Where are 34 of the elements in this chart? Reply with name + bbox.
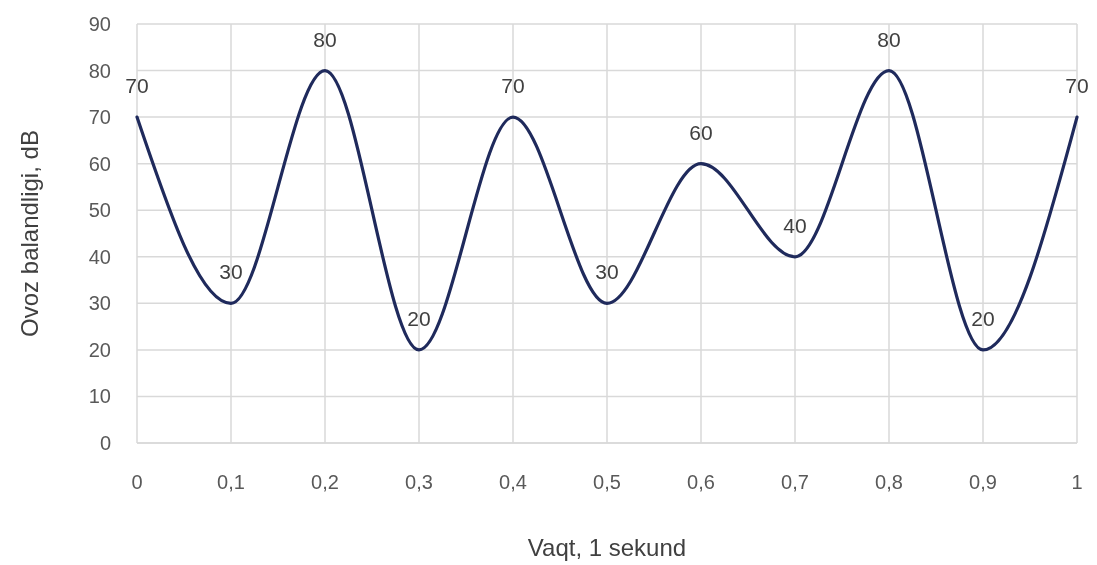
x-tick-label: 0,3 (405, 471, 433, 493)
data-label: 80 (313, 27, 337, 51)
data-label: 20 (407, 306, 431, 330)
data-label: 20 (971, 306, 995, 330)
y-tick-label: 20 (88, 338, 111, 361)
y-axis-title: Ovoz balandligi, dB (16, 130, 43, 337)
y-tick-label: 80 (88, 59, 111, 82)
y-tick-label: 50 (88, 199, 111, 222)
data-label: 70 (125, 74, 149, 98)
x-tick-label: 0,9 (969, 471, 997, 493)
x-tick-label: 0,5 (593, 471, 621, 493)
y-tick-label: 10 (88, 385, 111, 408)
x-tick-label: 1 (1071, 471, 1083, 493)
y-tick-label: 60 (88, 152, 111, 175)
x-axis-title: Vaqt, 1 sekund (527, 534, 687, 561)
x-tick-label: 0,4 (499, 471, 527, 493)
x-tick-label: 0,6 (687, 471, 715, 493)
data-label: 40 (783, 213, 807, 237)
x-tick-label: 0,8 (875, 471, 903, 493)
y-tick-label: 30 (88, 292, 111, 315)
x-tick-label: 0,1 (217, 471, 245, 493)
y-tick-label: 70 (88, 106, 111, 129)
x-tick-label: 0 (131, 471, 143, 493)
data-label: 70 (1065, 74, 1089, 98)
y-tick-label: 40 (88, 245, 111, 268)
data-label: 70 (501, 74, 525, 98)
y-tick-label: 0 (99, 432, 111, 454)
data-label: 30 (219, 260, 243, 284)
x-tick-label: 0,7 (781, 471, 809, 493)
data-label: 60 (689, 120, 713, 144)
x-tick-label: 0,2 (311, 471, 339, 493)
y-tick-label: 90 (88, 13, 111, 35)
data-label: 80 (877, 27, 901, 51)
data-label: 30 (595, 260, 619, 284)
